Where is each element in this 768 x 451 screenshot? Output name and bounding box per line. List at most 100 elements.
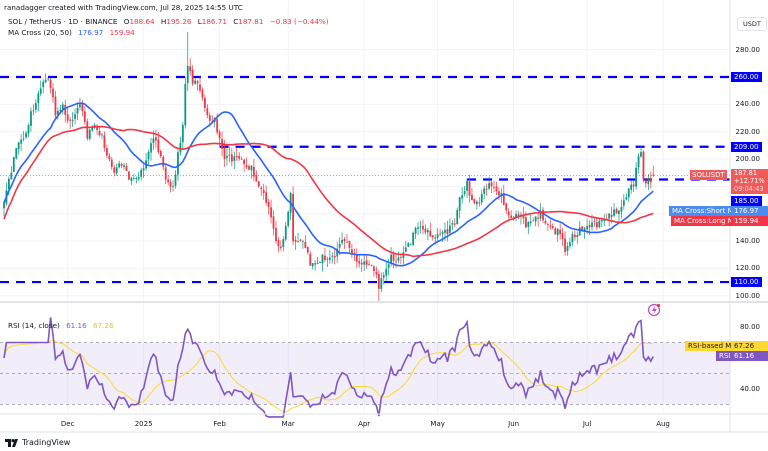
candle-body	[387, 264, 390, 268]
ma-short-value: 176.97	[78, 28, 104, 37]
candle	[573, 230, 576, 241]
candle	[135, 176, 138, 184]
candle-body	[250, 165, 253, 171]
candle	[576, 231, 579, 244]
candle-body	[3, 202, 5, 209]
candle-body	[424, 228, 427, 233]
time-tick: Dec	[60, 420, 75, 428]
candle	[34, 99, 37, 113]
candle	[564, 231, 566, 256]
candle	[201, 87, 204, 101]
candle	[647, 173, 650, 191]
candle-body	[108, 155, 111, 160]
candle-body	[524, 217, 527, 228]
time-tick: Jun	[508, 420, 520, 428]
candle-body	[17, 142, 20, 150]
candle-body	[47, 78, 49, 80]
candle	[83, 106, 86, 125]
candle	[64, 99, 67, 123]
candle	[507, 208, 510, 221]
candle-body	[571, 234, 574, 243]
candle	[128, 171, 130, 181]
candle-body	[348, 241, 351, 248]
candle-body	[257, 181, 260, 187]
price-tick: 280.00	[735, 45, 761, 54]
rsi-pane	[0, 317, 730, 418]
candle	[115, 163, 118, 176]
candle-body	[125, 165, 128, 171]
candle	[189, 58, 192, 76]
symbol-title[interactable]: SOL / TetherUS · 1D · BINANCE	[8, 17, 118, 26]
candle-body	[417, 227, 419, 229]
candle	[125, 162, 128, 171]
candle-body	[522, 215, 525, 219]
candle	[630, 180, 633, 194]
ma-short-label-tag: MA Cross:Short MA	[669, 206, 742, 216]
candle	[449, 218, 451, 236]
candle-body	[208, 115, 211, 121]
high-value: 195.26	[166, 17, 192, 26]
candle	[625, 193, 628, 201]
candle-body	[586, 226, 588, 230]
candle	[140, 167, 143, 181]
level-185-tag: 185.00	[731, 196, 762, 206]
candle-body	[57, 111, 59, 115]
candle-body	[338, 243, 341, 248]
candle-body	[485, 188, 488, 190]
candle	[120, 162, 123, 169]
candle	[57, 107, 59, 120]
candle-body	[302, 241, 304, 242]
candle-body	[502, 192, 505, 205]
candle	[186, 31, 189, 92]
candle	[414, 226, 417, 240]
candle-body	[419, 226, 422, 228]
rsi-price-tag: 61.16	[731, 351, 768, 361]
candle-body	[637, 156, 640, 168]
candle	[517, 210, 520, 220]
candle	[66, 106, 69, 124]
candle	[179, 136, 182, 156]
level-209-tag: 209.00	[731, 142, 762, 152]
candle-body	[478, 202, 481, 204]
candle-body	[230, 154, 233, 162]
candle	[333, 248, 336, 265]
candle-body	[316, 262, 319, 264]
candle	[277, 237, 280, 253]
candle	[458, 196, 461, 219]
candle-body	[64, 104, 67, 115]
candle-body	[61, 104, 64, 110]
candle-body	[120, 163, 123, 166]
candle-body	[613, 209, 615, 216]
currency-button[interactable]: USDT	[737, 17, 767, 31]
candle	[622, 193, 625, 210]
candle-body	[365, 260, 368, 265]
candle	[554, 226, 557, 235]
rsi-title[interactable]: RSI (14, close)	[8, 321, 60, 330]
candle-body	[34, 103, 37, 110]
open-label: O	[123, 17, 130, 26]
candle-body	[37, 93, 40, 104]
candle-body	[480, 193, 483, 203]
candle	[645, 177, 647, 188]
tradingview-logo[interactable]: TradingView	[5, 438, 70, 447]
candle	[426, 227, 429, 241]
candle	[27, 123, 30, 138]
candle-body	[216, 119, 219, 133]
candle	[15, 147, 18, 160]
time-tick: Mar	[281, 420, 295, 428]
candle	[54, 90, 57, 120]
candle-body	[630, 184, 633, 190]
candle-body	[162, 157, 165, 167]
candle-body	[355, 254, 358, 262]
candle	[542, 207, 544, 223]
ma-title[interactable]: MA Cross (20, 50)	[8, 28, 72, 37]
candle	[358, 254, 361, 268]
alert-lightning-icon[interactable]	[647, 303, 661, 317]
candle-body	[66, 114, 69, 121]
candle-body	[529, 221, 532, 224]
candle	[299, 238, 302, 243]
candle	[321, 253, 324, 272]
candle	[375, 266, 378, 279]
candle-body	[86, 121, 89, 139]
